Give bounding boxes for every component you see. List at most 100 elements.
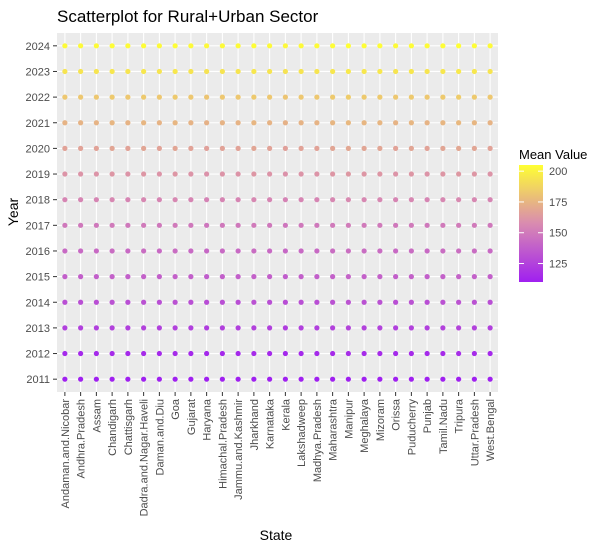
data-point [345,376,351,382]
data-point [125,171,131,177]
data-point [251,43,257,49]
x-tick-label: Tamil.Nadu [438,399,450,454]
data-point [62,274,68,280]
data-point [251,120,257,126]
data-point [235,94,241,100]
data-point [109,120,115,126]
data-point [282,325,288,331]
data-point [456,325,462,331]
data-point [471,299,477,305]
data-point [471,94,477,100]
data-point [109,325,115,331]
data-point [298,325,304,331]
data-point [235,120,241,126]
data-point [188,145,194,151]
data-point [62,222,68,228]
data-point [93,350,99,357]
data-point [282,171,288,177]
data-point [188,171,194,177]
data-point [109,248,115,254]
data-point [109,145,115,151]
y-tick-label: 2016 [26,246,50,258]
x-tick-label: Andaman.and.Nicobar [60,399,72,509]
data-point [125,299,131,305]
data-point [471,68,477,75]
x-tick-label: Andhra.Pradesh [76,399,88,479]
data-point [408,350,414,357]
y-axis-title: Year [5,198,21,227]
data-point [377,376,383,382]
data-point [156,376,162,382]
x-tick-label: West.Bengal [485,399,497,461]
data-point [93,248,99,254]
data-point [141,376,147,382]
data-point [298,197,304,203]
data-point [330,222,336,228]
x-tick-label: Jharkhand [249,399,261,450]
data-point [314,299,320,305]
data-point [298,43,304,49]
data-point [440,248,446,254]
data-point [188,43,194,49]
data-point [345,222,351,228]
x-tick-label: Chattisgarh [123,399,135,455]
data-point [219,325,225,331]
data-point [219,171,225,177]
data-point [109,171,115,177]
data-point [377,94,383,100]
data-point [251,325,257,331]
data-point [141,171,147,177]
data-point [204,325,210,331]
data-point [298,350,304,357]
data-point [141,248,147,254]
data-point [62,43,68,49]
data-point [267,274,273,280]
data-point [172,350,178,357]
y-axis: 2011 2012 2013 2014 2015 2016 2017 2018 2019 2020… [26,41,57,386]
data-point [471,171,477,177]
y-tick-label: 2020 [26,143,50,155]
data-point [188,120,194,126]
data-point [204,68,210,75]
x-axis-title: State [260,527,293,543]
data-point [267,376,273,382]
data-point [456,376,462,382]
data-point [235,325,241,331]
data-point [424,325,430,331]
data-point [345,299,351,305]
data-point [377,222,383,228]
data-point [204,222,210,228]
data-point [78,68,84,75]
data-point [424,299,430,305]
data-point [408,120,414,126]
y-tick-label: 2013 [26,323,50,335]
data-point [487,171,493,177]
data-point [282,68,288,75]
data-point [330,325,336,331]
data-point [62,120,68,126]
data-point [487,325,493,331]
data-point [172,376,178,382]
x-tick-label: Assam [91,399,103,433]
data-point [204,274,210,280]
y-tick-label: 2022 [26,92,50,104]
x-axis: Andaman.and.Nicobar Andhra.Pradesh Assam Ch… [60,392,497,516]
data-point [471,197,477,203]
data-point [408,43,414,49]
x-tick-label: Tripura [454,398,466,433]
data-point [62,325,68,331]
legend-tick-label: 150 [549,228,567,240]
data-point [219,350,225,357]
data-point [456,171,462,177]
data-point [93,274,99,280]
data-point [440,325,446,331]
data-point [204,350,210,357]
data-point [440,376,446,382]
data-point [424,171,430,177]
data-point [109,274,115,280]
data-point [377,274,383,280]
data-point [330,171,336,177]
data-point [282,350,288,357]
data-point [314,197,320,203]
data-point [93,43,99,49]
